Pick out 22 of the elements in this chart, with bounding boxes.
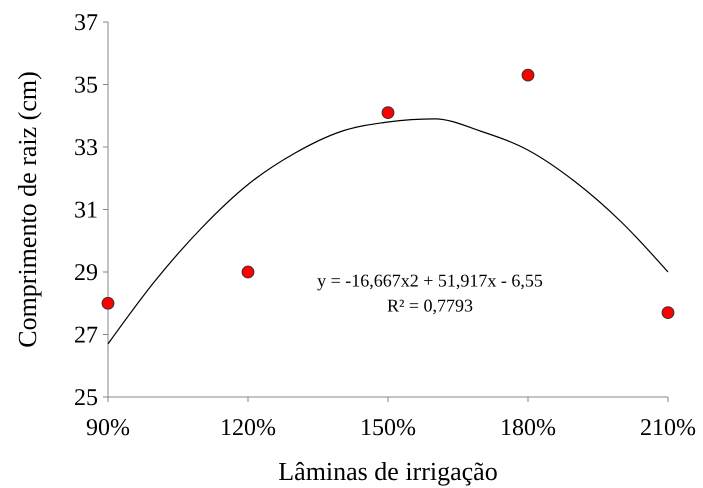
y-tick-label: 33 <box>74 135 98 161</box>
y-tick-label: 27 <box>74 322 98 348</box>
y-axis-title: Comprimento de raiz (cm) <box>13 71 42 348</box>
y-tick-label: 37 <box>74 10 98 36</box>
point <box>242 266 254 278</box>
point <box>382 106 394 120</box>
line-series <box>107 118 669 344</box>
x-tick-label: 90% <box>86 415 130 441</box>
y-tick-label: 29 <box>74 260 98 286</box>
y-tick-label: 25 <box>74 385 98 411</box>
y-tick-label: 31 <box>74 198 98 224</box>
annotation: R² = 0,7793 <box>386 295 474 316</box>
x-axis-title: Lâminas de irrigação <box>278 457 498 486</box>
x-tick-label: 120% <box>220 415 276 441</box>
point <box>522 68 534 82</box>
x-tick-label: 210% <box>640 415 696 441</box>
point <box>662 306 674 320</box>
x-tick-label: 180% <box>500 415 556 441</box>
annotation: y = -16,667x2 + 51,917x - 6,55 <box>317 270 543 290</box>
y-tick-label: 35 <box>74 72 98 98</box>
point <box>102 296 114 310</box>
x-tick-label: 150% <box>360 415 416 441</box>
